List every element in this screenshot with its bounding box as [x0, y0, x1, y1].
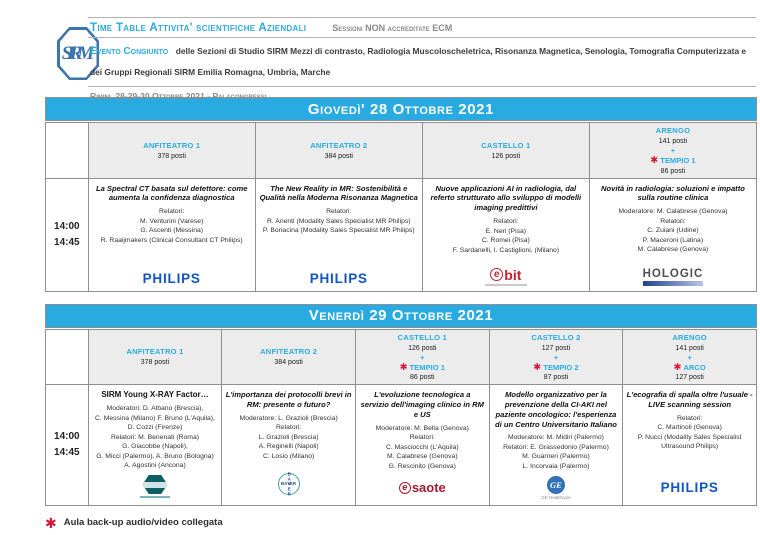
- session-speakers: Relatori: M. Venturini (Varese) G. Ascenti…: [100, 208, 243, 244]
- session-speakers: Moderatore: M. Calabrese (Genova) Relator…: [618, 208, 728, 254]
- room-header-arengo: ARENGO 141 posti + ✱ ARCO 127 posti: [622, 328, 757, 385]
- event-text: delle Sezioni di Studio SIRM Mezzi di co…: [90, 46, 747, 77]
- session-speakers: Moderatore: M. Midiri (Palermo) Relatori:…: [503, 434, 609, 470]
- room-header-castello1: CASTELLO 1 126 posti: [421, 122, 590, 179]
- hexagon-logo-tagline: [139, 496, 170, 498]
- session-speakers: Relatori: E. Neri (Pisa) C. Romei (Pisa) F.…: [452, 218, 560, 254]
- session-cell: L'ecografia di spalla oltre l'usuale - L…: [622, 384, 757, 506]
- philips-logo: PHILIPS: [309, 270, 368, 286]
- time-column-header: [45, 328, 89, 385]
- room-header-arengo: ARENGO 141 posti + ✱ TEMPIO 1 86 posti: [588, 122, 758, 179]
- header-divider-middle: [88, 37, 756, 38]
- ebit-logo: e bit: [490, 267, 521, 283]
- ecm-note: Sessioni NON accreditate ECM: [332, 23, 453, 33]
- esaote-logo: e saote: [398, 480, 446, 495]
- session-speakers: Moderatori: D. Albano (Brescia), C. Messi…: [95, 405, 215, 470]
- asterisk-icon: ✱: [650, 155, 659, 166]
- bayer-logo: BAYER BAYER: [277, 472, 300, 497]
- time-slot: 14:00 14:45: [45, 177, 89, 292]
- plus-sign: +: [420, 352, 425, 362]
- backup-room-footnote: ✱ Aula back-up audio/video collegata: [45, 516, 760, 530]
- room-header-anfiteatro1: ANFITEATRO 1 378 posti: [87, 328, 223, 385]
- sirm-logo-letters: SIRM: [61, 42, 94, 64]
- room-header-castello2: CASTELLO 2 127 posti + ✱ TEMPIO 2 87 pos…: [488, 328, 624, 385]
- session-cell: Modello organizzativo per la prevenzione…: [488, 384, 624, 506]
- plus-sign: +: [670, 146, 676, 155]
- session-title: Novità in radiologia: soluzioni e impatt…: [601, 183, 745, 203]
- page-header: SIRM Time Table Attivita' scientifiche A…: [0, 0, 760, 101]
- hexagon-sponsor-logo: [139, 475, 170, 498]
- session-title: Nuove applicazioni AI in radiologia, dal…: [430, 183, 582, 213]
- asterisk-icon: ✱: [399, 361, 408, 373]
- day-header-giovedi: Giovedì' 28 Ottobre 2021: [45, 97, 757, 121]
- ge-monogram-icon: GE: [546, 475, 565, 494]
- session-speakers: Moderatore: L. Grazioli (Brescia) Relator…: [239, 414, 338, 460]
- header-divider-top: [88, 17, 756, 18]
- timetable-venerdi: Venerdì 29 Ottobre 2021 ANFITEATRO 1 378…: [45, 303, 757, 506]
- session-cell: La Spectral CT basata sul detettore: com…: [87, 177, 256, 292]
- session-title: L'evoluzione tecnologica a servizio dell…: [360, 390, 484, 419]
- page-title: Time Table Attivita' scientifiche Aziend…: [90, 22, 307, 34]
- session-title: The New Reality in MR: Sostenibilità e Q…: [259, 183, 418, 203]
- footnote-text: Aula back-up audio/video collegata: [63, 517, 223, 528]
- time-column-header: [45, 122, 89, 179]
- hologic-logo: HOLOGIC: [642, 267, 704, 280]
- session-speakers: Relatori: R. Arienti (Modality Sales Spec…: [262, 208, 415, 235]
- session-title: L'importanza dei protocolli brevi in RM:…: [225, 390, 352, 409]
- plus-sign: +: [553, 352, 559, 362]
- room-header-anfiteatro1: ANFITEATRO 1 378 posti: [87, 122, 256, 179]
- session-cell: SIRM Young X-RAY Factor… Moderatori: D. …: [87, 384, 223, 506]
- room-header-castello1: CASTELLO 1 126 posti + ✱ TEMPIO 1 86 pos…: [354, 328, 490, 385]
- session-speakers: Relatori: C. Martinoli (Genova) P. Nucci (…: [637, 414, 742, 451]
- asterisk-icon: ✱: [533, 361, 542, 373]
- session-cell: Novità in radiologia: soluzioni e impatt…: [588, 177, 758, 292]
- time-slot: 14:00 14:45: [45, 384, 89, 506]
- timetable-giovedi: Giovedì' 28 Ottobre 2021 ANFITEATRO 1 37…: [45, 97, 758, 292]
- plus-sign: +: [687, 352, 692, 362]
- ge-healthcare-logo: GE GE Healthcare: [541, 475, 571, 500]
- philips-logo: PHILIPS: [142, 270, 201, 286]
- asterisk-icon: ✱: [673, 361, 682, 373]
- session-title: L'ecografia di spalla oltre l'usuale - L…: [626, 390, 753, 409]
- event-description: Evento Congiunto delle Sezioni di Studio…: [88, 38, 756, 86]
- session-cell: L'importanza dei protocolli brevi in RM:…: [221, 384, 356, 506]
- ebit-logo-tagline: [484, 283, 527, 286]
- asterisk-icon: ✱: [45, 514, 57, 531]
- venue-line: Rimini, 28-29-30 Ottobre 2021 - Palacong…: [90, 90, 267, 101]
- hexagon-icon: [142, 475, 168, 494]
- session-title: La Spectral CT basata sul detettore: com…: [95, 183, 248, 203]
- room-header-anfiteatro2: ANFITEATRO 2 384 posti: [221, 328, 356, 385]
- philips-logo: PHILIPS: [660, 480, 719, 495]
- session-title: SIRM Young X-RAY Factor…: [101, 390, 209, 399]
- hologic-logo-bar: [642, 280, 703, 286]
- session-title: Modello organizzativo per la prevenzione…: [494, 390, 617, 429]
- session-cell: L'evoluzione tecnologica a servizio dell…: [354, 384, 490, 506]
- day-header-venerdi: Venerdì 29 Ottobre 2021: [45, 303, 757, 328]
- event-label: Evento Congiunto: [90, 46, 169, 57]
- room-header-anfiteatro2: ANFITEATRO 2 384 posti: [254, 122, 423, 179]
- session-cell: Nuove applicazioni AI in radiologia, dal…: [421, 177, 590, 292]
- header-divider-bottom: [88, 85, 756, 87]
- session-cell: The New Reality in MR: Sostenibilità e Q…: [254, 177, 423, 292]
- session-speakers: Moderatore: M. Bella (Genova) Relatori: C.…: [375, 424, 469, 470]
